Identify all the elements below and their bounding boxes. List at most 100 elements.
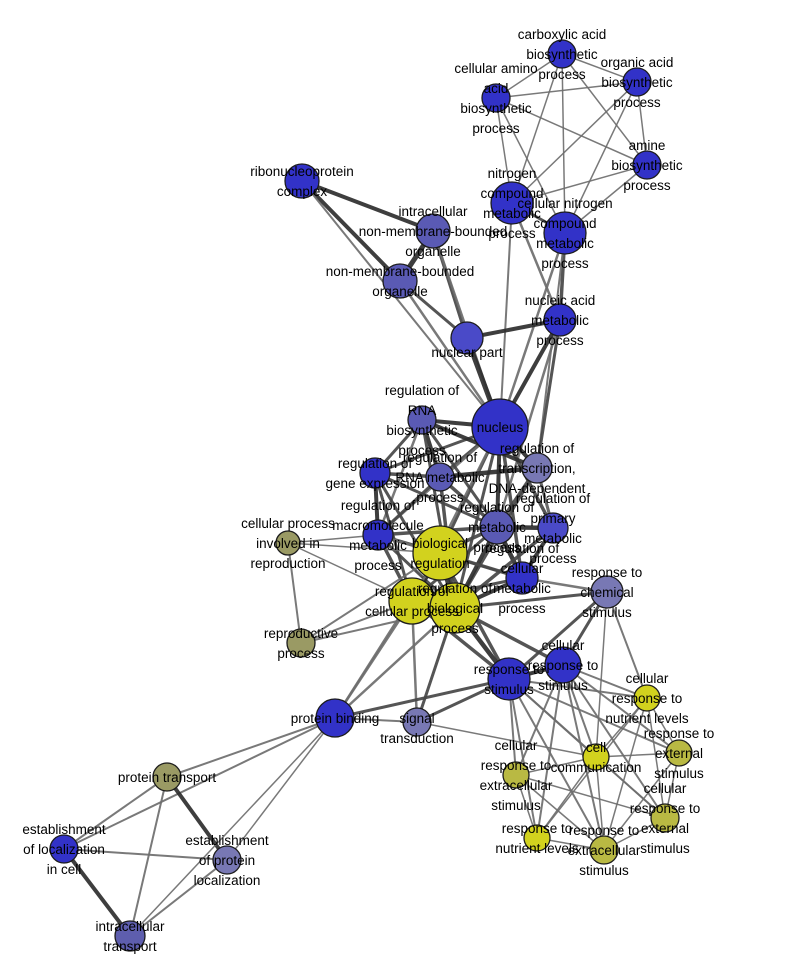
svg-text:biological: biological xyxy=(412,536,468,551)
edge-nucleic-acid-metabolic-process--regulation-of-metabolic-process xyxy=(495,318,562,529)
svg-text:transport: transport xyxy=(103,939,157,954)
node-amine-biosynthetic-process[interactable] xyxy=(632,150,662,180)
node-reproductive-process[interactable] xyxy=(286,628,316,658)
edge-response-to-stimulus--response-to-external-stimulus xyxy=(508,678,680,754)
svg-text:cellular process: cellular process xyxy=(365,604,459,619)
edge-cellular-nitrogen-compound-metabolic-process--nucleus xyxy=(498,231,567,429)
node-establishment-of-protein-localization[interactable] xyxy=(212,845,242,875)
svg-text:extracellular: extracellular xyxy=(568,843,641,858)
edge-cell-communication--response-to-extracellular-stimulus xyxy=(595,756,605,851)
svg-text:establishment: establishment xyxy=(185,833,269,848)
node-label-biological-regulation: biological regulation xyxy=(410,536,469,571)
node-cellular-response-to-extracellular-stimulus[interactable] xyxy=(502,761,530,789)
node-response-to-stimulus[interactable] xyxy=(487,657,531,701)
edge-regulation-of-rna-biosynthetic-process--regulation-of-macromolecule-metabolic-process xyxy=(376,418,424,537)
node-nucleic-acid-metabolic-process[interactable] xyxy=(543,303,577,337)
node-carboxylic-acid-biosynthetic-process[interactable] xyxy=(547,39,577,69)
edge-ribonucleoprotein-complex--non-membrane-bounded-organelle xyxy=(300,179,402,283)
edge-cellular-response-to-nutrient-levels--cellular-response-to-external-stimulus xyxy=(646,697,666,819)
svg-text:intracellular: intracellular xyxy=(95,919,165,934)
svg-text:stimulus: stimulus xyxy=(654,766,704,781)
svg-text:regulation of: regulation of xyxy=(385,383,460,398)
svg-text:biosynthetic: biosynthetic xyxy=(526,47,598,62)
node-regulation-of-gene-expression[interactable] xyxy=(359,457,391,489)
edge-cell-communication--response-to-external-stimulus xyxy=(595,752,680,758)
node-label-signal-transduction: signal transduction xyxy=(380,711,454,746)
node-signal-transduction[interactable] xyxy=(402,707,432,737)
node-cellular-amino-acid-biosynthetic-process[interactable] xyxy=(481,83,511,113)
node-label-cellular-nitrogen-compound-metabolic-process: cellular nitrogen compound metabolic proces… xyxy=(517,196,612,271)
node-cellular-nitrogen-compound-metabolic-process[interactable] xyxy=(543,211,587,255)
node-response-to-chemical-stimulus[interactable] xyxy=(590,575,624,609)
edge-regulation-of-gene-expression--regulation-of-biological-process xyxy=(373,471,457,610)
node-regulation-of-biological-process[interactable] xyxy=(429,582,481,634)
svg-text:protein binding: protein binding xyxy=(291,711,380,726)
node-regulation-of-macromolecule-metabolic-process[interactable] xyxy=(362,519,394,551)
svg-text:regulation of: regulation of xyxy=(338,456,413,471)
node-establishment-of-localization-in-cell[interactable] xyxy=(49,834,79,864)
svg-text:regulation of: regulation of xyxy=(375,584,450,599)
node-ribonucleoprotein-complex[interactable] xyxy=(284,163,320,199)
node-response-to-extracellular-stimulus[interactable] xyxy=(589,835,619,865)
edge-nitrogen-compound-metabolic-process--nucleus xyxy=(499,202,513,428)
edge-cellular-response-to-stimulus--cellular-response-to-extracellular-stimulus xyxy=(515,664,564,776)
edge-amine-biosynthetic-process--nitrogen-compound-metabolic-process xyxy=(511,164,648,204)
svg-text:response to: response to xyxy=(481,758,552,773)
svg-text:response to: response to xyxy=(644,726,715,741)
node-response-to-external-stimulus[interactable] xyxy=(665,739,693,767)
node-cell-communication[interactable] xyxy=(582,743,610,771)
node-cellular-response-to-stimulus[interactable] xyxy=(544,646,582,684)
node-nucleus[interactable] xyxy=(471,398,529,456)
node-regulation-of-rna-biosynthetic-process[interactable] xyxy=(407,405,437,435)
edge-protein-transport--establishment-of-protein-localization xyxy=(165,775,229,862)
edge-ribonucleoprotein-complex--nucleus xyxy=(301,180,501,428)
svg-text:cellular nitrogen: cellular nitrogen xyxy=(517,196,612,211)
svg-text:nucleus: nucleus xyxy=(477,420,524,435)
node-label-protein-transport: protein transport xyxy=(118,770,217,785)
node-non-membrane-bounded-organelle[interactable] xyxy=(382,263,418,299)
node-cellular-response-to-external-stimulus[interactable] xyxy=(650,803,680,833)
svg-text:external: external xyxy=(655,746,703,761)
node-organic-acid-biosynthetic-process[interactable] xyxy=(622,67,652,97)
svg-text:amine: amine xyxy=(629,138,666,153)
node-protein-binding[interactable] xyxy=(315,698,355,738)
svg-text:in cell: in cell xyxy=(47,862,82,877)
node-cellular-response-to-nutrient-levels[interactable] xyxy=(633,684,661,712)
node-regulation-of-rna-metabolic-process[interactable] xyxy=(425,462,455,492)
svg-text:regulation of: regulation of xyxy=(500,441,575,456)
svg-text:biosynthetic: biosynthetic xyxy=(601,75,673,90)
edge-establishment-of-protein-localization--protein-binding xyxy=(226,717,336,861)
svg-text:process: process xyxy=(488,226,536,241)
node-regulation-of-cellular-metabolic-process[interactable] xyxy=(505,561,539,595)
svg-text:extracellular: extracellular xyxy=(480,778,553,793)
node-cellular-process-involved-in-reproduction[interactable] xyxy=(275,530,301,556)
svg-text:stimulus: stimulus xyxy=(538,678,588,693)
svg-text:cellular: cellular xyxy=(626,671,669,686)
node-label-establishment-of-localization-in-cell: establishment of localization in cell xyxy=(22,822,106,877)
svg-text:process: process xyxy=(354,558,402,573)
svg-text:cellular: cellular xyxy=(542,638,585,653)
node-protein-transport[interactable] xyxy=(152,762,182,792)
node-nitrogen-compound-metabolic-process[interactable] xyxy=(490,181,534,225)
edge-response-to-chemical-stimulus--cellular-response-to-nutrient-levels xyxy=(606,591,648,699)
node-label-cellular-process-involved-in-reproduction: cellular process involved in reproduction xyxy=(241,516,335,571)
svg-text:ribonucleoprotein: ribonucleoprotein xyxy=(250,164,354,179)
node-intracellular-non-membrane-bounded-organelle[interactable] xyxy=(415,213,451,249)
node-label-response-to-external-stimulus: response to external stimulus xyxy=(644,726,715,781)
node-regulation-of-primary-metabolic-process[interactable] xyxy=(537,512,569,544)
node-regulation-of-metabolic-process[interactable] xyxy=(479,509,515,545)
node-intracellular-transport[interactable] xyxy=(114,920,146,952)
edge-protein-transport--establishment-of-localization-in-cell xyxy=(63,776,168,850)
node-regulation-of-transcription-dna-dependent[interactable] xyxy=(521,452,553,484)
node-label-regulation-of-cellular-metabolic-process: regulation of cellular metabolic process xyxy=(485,541,560,616)
node-biological-regulation[interactable] xyxy=(412,525,468,581)
svg-text:involved in: involved in xyxy=(256,536,320,551)
node-label-ribonucleoprotein-complex: ribonucleoprotein complex xyxy=(250,164,354,199)
node-nuclear-part[interactable] xyxy=(450,321,484,355)
svg-text:process: process xyxy=(536,333,584,348)
node-label-nuclear-part: nuclear part xyxy=(431,345,503,360)
node-label-regulation-of-gene-expression: regulation of gene expression xyxy=(325,456,424,491)
node-response-to-nutrient-levels[interactable] xyxy=(523,824,551,852)
edge-cellular-amino-acid-biosynthetic-process--amine-biosynthetic-process xyxy=(495,97,648,166)
